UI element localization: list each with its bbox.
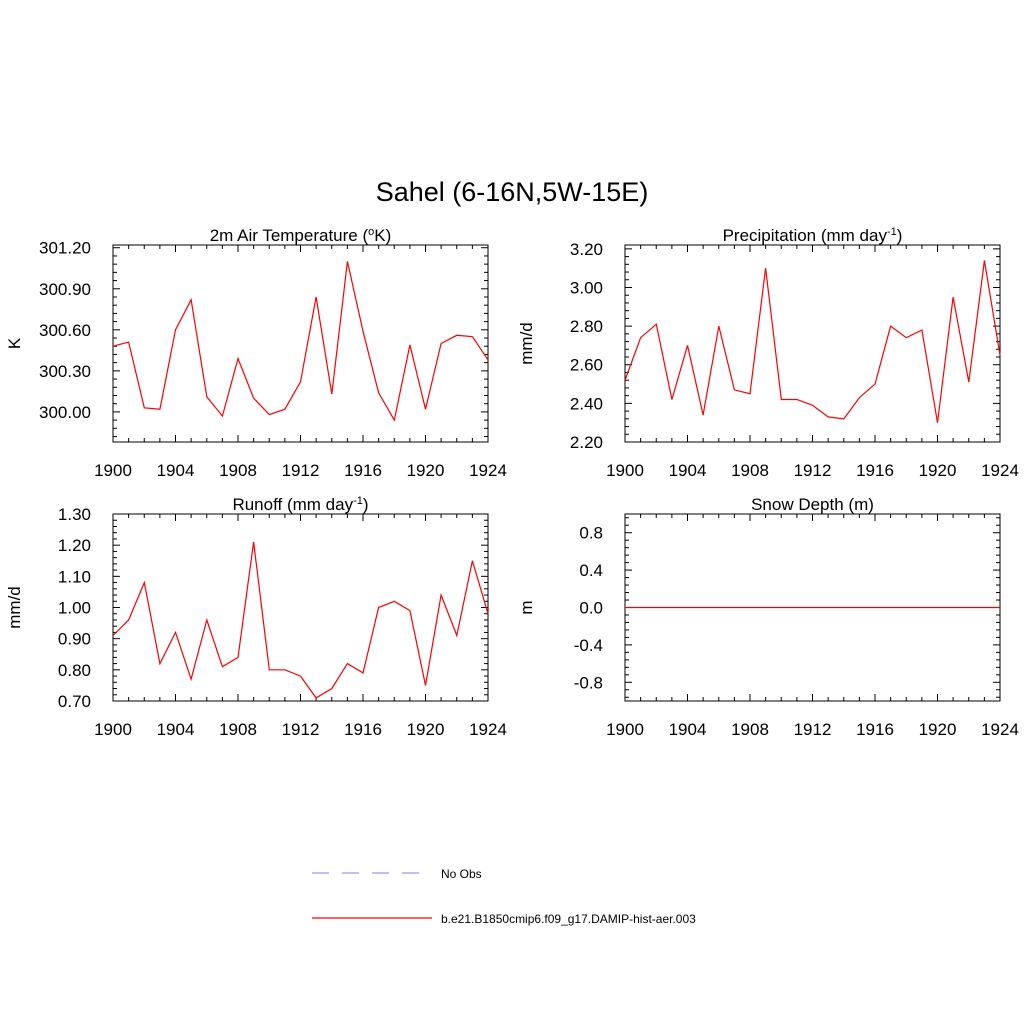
y-tick-label: 2.80	[570, 317, 603, 336]
y-tick-label: 2.40	[570, 394, 603, 413]
x-tick-label: 1908	[731, 461, 769, 480]
x-tick-label: 1912	[282, 461, 320, 480]
x-tick-label: 1900	[606, 720, 644, 739]
x-tick-label: 1924	[469, 720, 507, 739]
x-tick-label: 1916	[856, 461, 894, 480]
y-tick-label: 1.10	[58, 567, 91, 586]
x-tick-label: 1920	[407, 461, 445, 480]
x-tick-label: 1920	[919, 720, 957, 739]
panel-title-text: Runoff (mm day	[232, 495, 353, 514]
y-tick-label: 1.00	[58, 599, 91, 618]
panel-precipitation: Precipitation (mm day-1) mm/d 1900 1904 1908…	[517, 226, 1019, 480]
panel-title-text: 2m Air Temperature (	[210, 226, 369, 245]
y-tick-label: 0.90	[58, 630, 91, 649]
y-axis-label: mm/d	[517, 322, 536, 365]
x-tick-label: 1924	[981, 461, 1019, 480]
y-tick-label: -0.8	[574, 673, 603, 692]
legend-model-label: b.e21.B1850cmip6.f09_g17.DAMIP-hist-aer.…	[441, 912, 696, 926]
x-tick-label: 1904	[157, 720, 195, 739]
y-tick-label: 0.70	[58, 692, 91, 711]
series-line	[112, 261, 489, 422]
legend: No Obs b.e21.B1850cmip6.f09_g17.DAMIP-hi…	[312, 867, 696, 926]
y-axis-label: mm/d	[5, 586, 24, 629]
x-tick-label: 1912	[282, 720, 320, 739]
x-tick-label: 1920	[407, 720, 445, 739]
y-tick-label: 300.00	[39, 403, 91, 422]
x-tick-label: 1916	[344, 720, 382, 739]
x-tick-label: 1904	[157, 461, 195, 480]
y-tick-label: 0.4	[579, 561, 603, 580]
series-line	[624, 260, 1001, 423]
panel-title: Precipitation (mm day-1)	[723, 226, 903, 245]
x-tick-label: 1900	[94, 461, 132, 480]
figure-title: Sahel (6-16N,5W-15E)	[376, 177, 649, 207]
y-tick-label: 300.60	[39, 321, 91, 340]
panel-title-text: )	[363, 495, 369, 514]
y-tick-label: -0.4	[574, 636, 603, 655]
panel-title-text: Precipitation (mm day	[723, 226, 888, 245]
y-tick-label: 0.8	[579, 524, 603, 543]
panel-title-superscript: -1	[353, 495, 363, 507]
y-tick-label: 1.20	[58, 536, 91, 555]
x-tick-label: 1916	[344, 461, 382, 480]
plot-frame	[112, 513, 489, 702]
x-tick-label: 1912	[794, 720, 832, 739]
panel-snow-depth: Snow Depth (m) m 1900 1904 1908 1912 1916 1920 1…	[517, 495, 1019, 739]
y-tick-label: 0.80	[58, 661, 91, 680]
y-axis-label: K	[5, 337, 24, 349]
y-tick-label: 3.20	[570, 240, 603, 259]
panel-title: Runoff (mm day-1)	[232, 495, 368, 514]
panel-title-text: Snow Depth (m)	[751, 495, 874, 514]
x-tick-label: 1900	[606, 461, 644, 480]
panel-title-text: )	[897, 226, 903, 245]
y-tick-label: 300.90	[39, 280, 91, 299]
panel-title-superscript: -1	[887, 226, 897, 238]
y-axis-label: m	[517, 600, 536, 614]
x-tick-label: 1904	[669, 720, 707, 739]
y-tick-label: 300.30	[39, 362, 91, 381]
x-tick-label: 1908	[219, 720, 257, 739]
series-line	[112, 541, 489, 699]
y-tick-label: 2.60	[570, 356, 603, 375]
x-tick-label: 1920	[919, 461, 957, 480]
legend-obs-label: No Obs	[441, 867, 482, 881]
panel-title-superscript: o	[368, 226, 374, 238]
panel-title-text: K)	[374, 226, 391, 245]
x-tick-label: 1900	[94, 720, 132, 739]
x-tick-label: 1924	[981, 720, 1019, 739]
x-tick-label: 1916	[856, 720, 894, 739]
y-tick-label: 301.20	[39, 239, 91, 258]
x-tick-label: 1924	[469, 461, 507, 480]
plot-frame	[112, 244, 489, 443]
y-tick-label: 2.20	[570, 433, 603, 452]
panel-runoff: Runoff (mm day-1) mm/d 1900 1904 1908 1912 191…	[5, 495, 507, 739]
plot-frame	[624, 244, 1001, 443]
x-tick-label: 1904	[669, 461, 707, 480]
panel-air-temperature: 2m Air Temperature (oK) K 1900 1904 1908 1912…	[5, 226, 507, 480]
panel-title: 2m Air Temperature (oK)	[210, 226, 392, 245]
y-tick-label: 1.30	[58, 505, 91, 524]
y-tick-label: 3.00	[570, 278, 603, 297]
y-tick-label: 0.0	[579, 599, 603, 618]
x-tick-label: 1908	[731, 720, 769, 739]
x-tick-label: 1908	[219, 461, 257, 480]
panel-title: Snow Depth (m)	[751, 495, 874, 514]
x-tick-label: 1912	[794, 461, 832, 480]
